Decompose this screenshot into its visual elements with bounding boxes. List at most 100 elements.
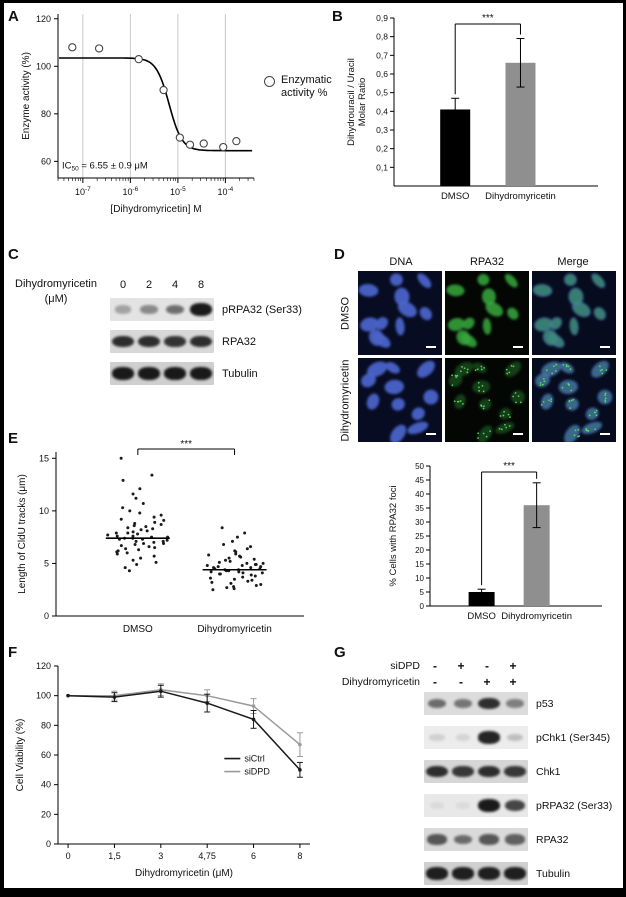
blot-row-label: p53 bbox=[536, 697, 554, 710]
svg-text:10: 10 bbox=[39, 506, 49, 516]
blot-band bbox=[427, 834, 447, 845]
row-label-dihydromyricetin: Dihydromyricetin bbox=[339, 359, 352, 442]
column-header-rpa32: RPA32 bbox=[469, 256, 505, 268]
blot-band bbox=[477, 731, 501, 744]
dose-response-chart: 60 80 100 120 10-7 10-6 10-5 10-4 [Dihydromyrice… bbox=[21, 14, 255, 215]
svg-text:DMSO: DMSO bbox=[123, 624, 153, 635]
panel-d-label: D bbox=[334, 246, 345, 263]
blot-band bbox=[164, 335, 186, 348]
svg-text:25: 25 bbox=[415, 532, 424, 541]
micro-image-dihydromyricetin-dna bbox=[358, 358, 442, 442]
svg-text:10-4: 10-4 bbox=[217, 186, 233, 197]
panel-a-label: A bbox=[8, 8, 19, 25]
blot-band bbox=[112, 335, 134, 348]
svg-text:120: 120 bbox=[36, 14, 51, 24]
svg-text:5: 5 bbox=[44, 558, 49, 568]
svg-text:20: 20 bbox=[41, 809, 51, 819]
svg-text:0,4: 0,4 bbox=[376, 106, 388, 116]
micro-image-dmso-dna bbox=[358, 271, 442, 355]
western-blot-panel-g: p53 pChk1 (Ser345) Chk1 pRPA32 (Ser33) RPA32… bbox=[424, 692, 612, 896]
svg-text:Dihydromyricetin: Dihydromyricetin bbox=[197, 624, 271, 635]
micro-image-dihydromyricetin-rpa bbox=[445, 358, 529, 442]
blot-row-label: RPA32 bbox=[222, 335, 257, 348]
svg-text:0,9: 0,9 bbox=[376, 13, 388, 23]
svg-text:Cell Viability (%): Cell Viability (%) bbox=[15, 719, 26, 792]
svg-text:8: 8 bbox=[297, 851, 302, 861]
svg-text:5: 5 bbox=[420, 588, 425, 597]
condition-value: + bbox=[457, 659, 465, 673]
blot-band bbox=[425, 867, 449, 880]
svg-text:10: 10 bbox=[415, 574, 424, 583]
blot-row: RPA32 bbox=[110, 330, 302, 353]
blot-band bbox=[429, 802, 445, 809]
svg-text:45: 45 bbox=[415, 476, 424, 485]
micro-image-dmso-merge bbox=[532, 271, 616, 355]
svg-text:40: 40 bbox=[415, 490, 424, 499]
condition-value: - bbox=[433, 659, 437, 673]
svg-text:15: 15 bbox=[415, 560, 424, 569]
blot-row: Tubulin bbox=[424, 862, 612, 885]
svg-text:0,5: 0,5 bbox=[376, 88, 388, 98]
blot-band bbox=[111, 367, 135, 380]
svg-text:Enzyme activity (%): Enzyme activity (%) bbox=[21, 52, 32, 140]
blot-row: p53 bbox=[424, 692, 612, 715]
blot-band bbox=[504, 765, 526, 778]
microscopy-column-headers: DNA RPA32 Merge bbox=[358, 256, 616, 268]
blot-row: pChk1 (Ser345) bbox=[424, 726, 612, 749]
blot-strip bbox=[110, 330, 214, 353]
svg-text:120: 120 bbox=[36, 661, 51, 671]
condition-label: Dihydromyricetin bbox=[341, 676, 420, 688]
svg-text:0,2: 0,2 bbox=[376, 144, 388, 154]
legend-label: Enzymatic activity % bbox=[281, 74, 332, 100]
condition-values: - + - + bbox=[422, 657, 526, 675]
svg-text:0,8: 0,8 bbox=[376, 32, 388, 42]
svg-text:30: 30 bbox=[415, 518, 424, 527]
blot-band bbox=[137, 367, 161, 380]
blot-strip bbox=[424, 828, 528, 851]
svg-text:[Dihydromyricetin] M: [Dihydromyricetin] M bbox=[110, 204, 201, 215]
panel-b-label: B bbox=[332, 8, 343, 25]
treatment-name: Dihydromyricetin bbox=[15, 278, 97, 290]
condition-row-sidpd: siDPD - + - + bbox=[340, 658, 526, 674]
blot-row-label: pChk1 (Ser345) bbox=[536, 731, 611, 744]
dose-lane-header: 0 2 4 8 bbox=[110, 279, 214, 291]
blot-band bbox=[453, 698, 473, 709]
micro-image-dmso-rpa bbox=[445, 271, 529, 355]
blot-band bbox=[114, 305, 132, 314]
condition-value: - bbox=[433, 675, 437, 689]
condition-value: + bbox=[509, 659, 517, 673]
svg-text:15: 15 bbox=[39, 453, 49, 463]
row-label-dmso: DMSO bbox=[339, 297, 352, 330]
blot-band bbox=[478, 697, 500, 710]
svg-text:100: 100 bbox=[36, 61, 51, 71]
condition-value: + bbox=[483, 675, 491, 689]
blot-row-label: pRPA32 (Ser33) bbox=[222, 303, 302, 316]
condition-row-dihydromyricetin: Dihydromyricetin - - + + bbox=[340, 674, 526, 690]
panel-e-label: E bbox=[8, 430, 19, 447]
blot-strip bbox=[424, 760, 528, 783]
svg-text:50: 50 bbox=[415, 462, 424, 471]
svg-text:% Cells with RPA32 foci: % Cells with RPA32 foci bbox=[388, 485, 399, 586]
svg-text:Length of CldU tracks (μm): Length of CldU tracks (μm) bbox=[17, 474, 28, 594]
svg-text:0: 0 bbox=[46, 839, 51, 849]
svg-text:3: 3 bbox=[158, 851, 163, 861]
open-circle-marker-icon bbox=[264, 76, 275, 87]
svg-text:20: 20 bbox=[415, 546, 424, 555]
blot-band bbox=[452, 765, 474, 778]
micro-image-dihydromyricetin-merge bbox=[532, 358, 616, 442]
cldu-track-dot-plot: 0 5 10 15 DMSO Dihydromyricetin *** Length of C… bbox=[17, 439, 304, 635]
blot-row-label: pRPA32 (Ser33) bbox=[536, 799, 613, 812]
blot-row: pRPA32 (Ser33) bbox=[424, 794, 612, 817]
svg-text:Dihydrouracil / Uracil: Dihydrouracil / Uracil bbox=[346, 58, 357, 146]
blot-row: RPA32 bbox=[424, 828, 612, 851]
svg-text:80: 80 bbox=[41, 720, 51, 730]
blot-band bbox=[426, 765, 448, 778]
condition-value: - bbox=[459, 675, 463, 689]
condition-label: siDPD bbox=[390, 660, 420, 672]
svg-text:10-7: 10-7 bbox=[75, 186, 91, 197]
column-header-merge: Merge bbox=[557, 256, 589, 268]
svg-text:0: 0 bbox=[420, 602, 425, 611]
treatment-header: Dihydromyricetin (μM) bbox=[6, 277, 106, 307]
blot-band bbox=[138, 335, 160, 348]
blot-strip bbox=[424, 692, 528, 715]
